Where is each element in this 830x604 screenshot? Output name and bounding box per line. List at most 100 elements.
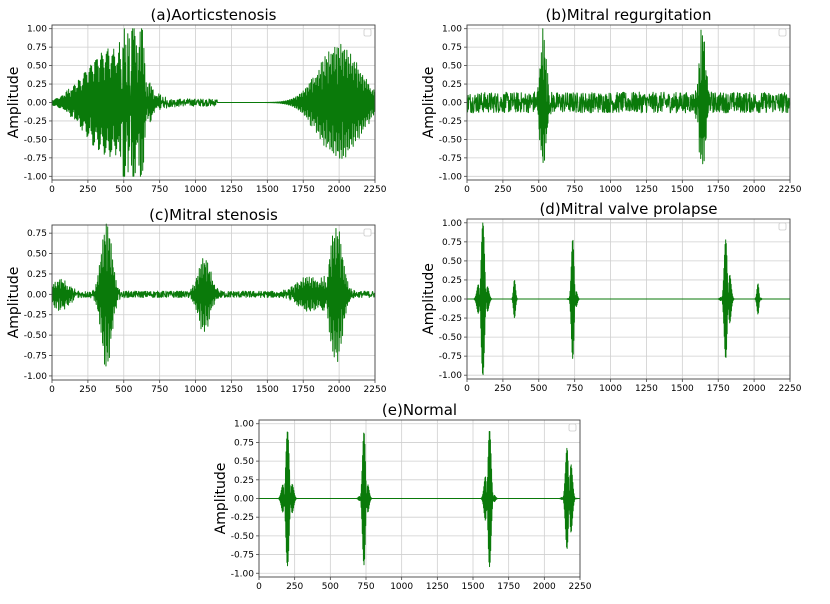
x-tick-label: 250 [79, 185, 96, 195]
x-tick-label: 750 [151, 385, 168, 395]
x-tick-label: 2000 [743, 384, 766, 394]
y-tick-label: 0.50 [442, 62, 462, 72]
y-tick-label: 0.50 [442, 257, 462, 267]
x-tick-label: 750 [566, 185, 583, 195]
x-tick-label: 250 [494, 384, 511, 394]
x-tick-label: 750 [566, 384, 583, 394]
x-tick-label: 0 [464, 384, 470, 394]
plot-frame [51, 224, 376, 381]
x-tick-label: 0 [256, 582, 262, 592]
legend-box [568, 423, 577, 432]
y-tick-label: 0.25 [442, 276, 462, 286]
x-tick-label: 1250 [426, 582, 449, 592]
y-tick-label: 0.25 [27, 80, 47, 90]
legend-box [363, 228, 372, 237]
y-tick-label: -0.75 [439, 154, 462, 164]
y-tick-label: -0.25 [24, 117, 47, 127]
x-tick-label: 750 [357, 582, 374, 592]
chart-title: (a)Aorticstenosis [151, 6, 277, 24]
x-tick-label: 2000 [533, 582, 556, 592]
signal-series-line [51, 28, 376, 177]
x-tick-label: 750 [151, 185, 168, 195]
y-tick-label: -1.00 [24, 372, 48, 382]
x-tick-label: 1750 [497, 582, 520, 592]
y-axis-label: Amplitude [421, 263, 437, 335]
signal-series-line [466, 222, 791, 376]
legend-box [778, 222, 787, 231]
x-tick-label: 1000 [390, 582, 413, 592]
x-tick-label: 0 [49, 385, 55, 395]
y-tick-label: 1.00 [442, 219, 462, 229]
y-tick-label: -0.75 [24, 352, 47, 362]
y-tick-label: 0.50 [27, 62, 47, 72]
x-tick-label: 2250 [569, 582, 592, 592]
y-tick-label: -0.50 [231, 532, 255, 542]
x-tick-label: 2000 [328, 185, 351, 195]
y-tick-label: 0.00 [27, 290, 47, 300]
y-tick-label: -0.75 [231, 551, 254, 561]
x-tick-label: 1500 [256, 185, 279, 195]
x-tick-label: 1000 [184, 385, 207, 395]
x-tick-label: 1250 [220, 385, 243, 395]
y-tick-label: 0.00 [234, 495, 254, 505]
chart-title: (d)Mitral valve prolapse [539, 200, 717, 218]
y-axis-label: Amplitude [421, 67, 437, 139]
y-tick-label: 0.00 [442, 99, 462, 109]
x-tick-label: 1500 [462, 582, 485, 592]
x-tick-label: 250 [79, 385, 96, 395]
x-tick-label: 1250 [635, 185, 658, 195]
y-tick-label: -0.50 [24, 331, 48, 341]
legend-box [363, 28, 372, 37]
x-tick-label: 1500 [256, 385, 279, 395]
signal-series-line [258, 430, 581, 568]
chart-title: (e)Normal [382, 401, 457, 419]
x-tick-label: 1750 [707, 185, 730, 195]
y-tick-label: -0.75 [24, 154, 47, 164]
y-tick-label: -0.50 [439, 135, 463, 145]
x-tick-label: 1250 [635, 384, 658, 394]
y-tick-label: -1.00 [231, 569, 255, 579]
signal-series-line [466, 28, 791, 165]
x-tick-label: 2250 [779, 185, 802, 195]
y-tick-label: -1.00 [439, 172, 463, 182]
chart-panel-mitral-stenosis: (c)Mitral stenosis Amplitude 0 250 500 750 100… [6, 206, 387, 395]
y-tick-label: -0.75 [439, 352, 462, 362]
chart-panel-normal: (e)Normal Amplitude 0 250 500 750 1000 1250 1500… [213, 401, 592, 592]
y-axis-label: Amplitude [6, 67, 22, 139]
x-tick-label: 500 [530, 185, 547, 195]
chart-title: (c)Mitral stenosis [149, 206, 278, 224]
x-tick-label: 1000 [599, 384, 622, 394]
x-tick-label: 250 [494, 185, 511, 195]
y-tick-label: -0.50 [24, 135, 48, 145]
plot-frame [258, 419, 581, 578]
signal-series-line [51, 223, 376, 367]
y-tick-label: -0.50 [439, 333, 463, 343]
y-tick-label: 0.75 [442, 238, 462, 248]
x-tick-label: 2250 [364, 185, 387, 195]
y-tick-label: 0.75 [234, 438, 254, 448]
chart-panel-aortic-stenosis: (a)Aorticstenosis Amplitude 0 250 500 750 1000… [6, 6, 387, 195]
y-tick-label: 0.75 [27, 229, 47, 239]
y-tick-label: 0.00 [442, 295, 462, 305]
y-tick-label: -1.00 [439, 371, 463, 381]
chart-title: (b)Mitral regurgitation [545, 6, 711, 24]
x-tick-label: 2250 [779, 384, 802, 394]
y-tick-label: 0.25 [234, 476, 254, 486]
x-tick-label: 1750 [707, 384, 730, 394]
y-axis-label: Amplitude [213, 463, 229, 535]
x-tick-label: 500 [530, 384, 547, 394]
x-tick-label: 1500 [671, 384, 694, 394]
y-tick-label: -0.25 [439, 314, 462, 324]
y-tick-label: 1.00 [27, 25, 47, 35]
y-tick-label: 0.75 [27, 43, 47, 53]
y-tick-label: 0.50 [27, 250, 47, 260]
y-tick-label: -0.25 [24, 311, 47, 321]
x-tick-label: 250 [286, 582, 303, 592]
x-tick-label: 1250 [220, 185, 243, 195]
y-tick-label: 0.75 [442, 43, 462, 53]
plot-frame [466, 24, 791, 181]
y-tick-label: 1.00 [234, 420, 254, 430]
y-tick-label: -1.00 [24, 172, 48, 182]
legend-box [778, 28, 787, 37]
